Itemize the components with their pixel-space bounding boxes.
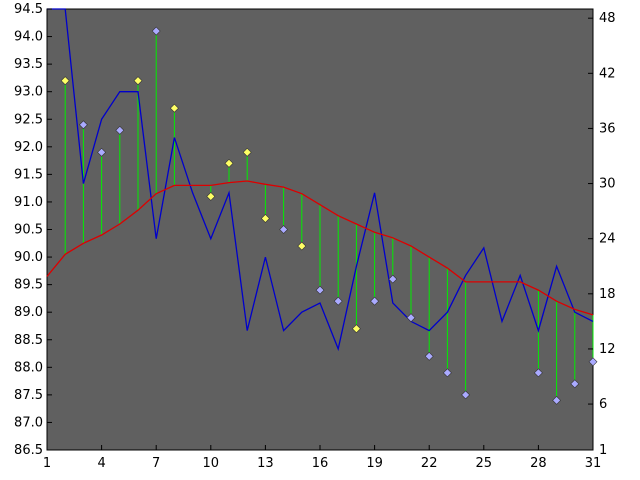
data-point-marker <box>388 274 398 284</box>
y-tick-label: 91.0 <box>14 195 43 210</box>
data-point-marker <box>224 158 234 168</box>
data-point-marker <box>570 379 580 389</box>
y-tick-label: 88.5 <box>14 333 43 348</box>
y2-tick-label: 30 <box>599 177 616 192</box>
data-point-marker <box>279 225 289 234</box>
y-tick-label: 88.0 <box>14 360 43 375</box>
data-point-marker <box>552 395 562 405</box>
data-point-marker <box>60 76 70 86</box>
data-point-marker <box>206 192 216 201</box>
data-point-marker <box>115 125 125 135</box>
y2-tick-label: 1 <box>599 443 607 458</box>
y2-tick-label: 42 <box>599 66 616 81</box>
data-point-marker <box>133 76 143 86</box>
stems-layer <box>64 31 594 401</box>
x-tick-label: 25 <box>476 456 493 471</box>
data-point-marker <box>315 285 325 295</box>
data-point-marker <box>151 26 161 36</box>
x-tick-label: 22 <box>421 456 438 471</box>
data-point-marker <box>260 214 270 223</box>
data-point-marker <box>588 357 598 367</box>
y-tick-label: 86.5 <box>14 443 43 458</box>
data-point-marker <box>351 324 361 334</box>
markers-layer <box>60 26 598 405</box>
x-tick-label: 13 <box>257 456 274 471</box>
y-tick-label: 93.5 <box>14 57 43 72</box>
x-tick-label: 7 <box>152 456 160 471</box>
lines-layer <box>46 8 594 352</box>
y2-tick-label: 24 <box>599 232 616 247</box>
data-point-marker <box>97 147 107 157</box>
x-tick-label: 10 <box>203 456 220 471</box>
x-tick-label: 4 <box>97 456 105 471</box>
y-tick-label: 91.5 <box>14 167 43 182</box>
data-point-marker <box>333 296 343 306</box>
y2-tick-label: 6 <box>599 397 607 412</box>
data-point-marker <box>533 368 543 378</box>
data-point-marker <box>297 241 307 251</box>
data-point-marker <box>78 120 88 130</box>
y-tick-label: 93.0 <box>14 85 43 100</box>
y-tick-label: 92.0 <box>14 140 43 155</box>
red-series-line <box>46 180 594 316</box>
data-point-marker <box>461 390 471 400</box>
data-point-marker <box>242 147 252 157</box>
data-point-marker <box>370 296 380 306</box>
y-tick-label: 94.0 <box>14 30 43 45</box>
y-tick-label: 90.5 <box>14 223 43 238</box>
y2-tick-label: 12 <box>599 342 616 357</box>
data-point-marker <box>406 313 416 323</box>
x-tick-label: 19 <box>366 456 383 471</box>
data-point-marker <box>442 368 452 378</box>
y2-tick-label: 18 <box>599 287 616 302</box>
x-tick-label: 16 <box>312 456 329 471</box>
data-point-marker <box>424 351 434 361</box>
y-tick-label: 87.0 <box>14 415 43 430</box>
y-tick-label: 89.0 <box>14 305 43 320</box>
x-tick-label: 1 <box>43 456 51 471</box>
y-tick-label: 90.0 <box>14 250 43 265</box>
y-tick-label: 92.5 <box>14 112 43 127</box>
x-tick-label: 31 <box>585 456 602 471</box>
y-tick-label: 89.5 <box>14 278 43 293</box>
y-tick-label: 87.5 <box>14 388 43 403</box>
x-tick-label: 28 <box>530 456 547 471</box>
axes-layer: 86.5 87.0 87.5 88.0 88.5 89.0 89.5 90.0 90.5 91.0… <box>14 2 616 471</box>
y2-tick-label: 48 <box>599 11 616 26</box>
y2-tick-label: 36 <box>599 121 616 136</box>
y-tick-label: 94.5 <box>14 2 43 17</box>
data-point-marker <box>169 103 179 113</box>
blue-series-line <box>47 8 594 352</box>
